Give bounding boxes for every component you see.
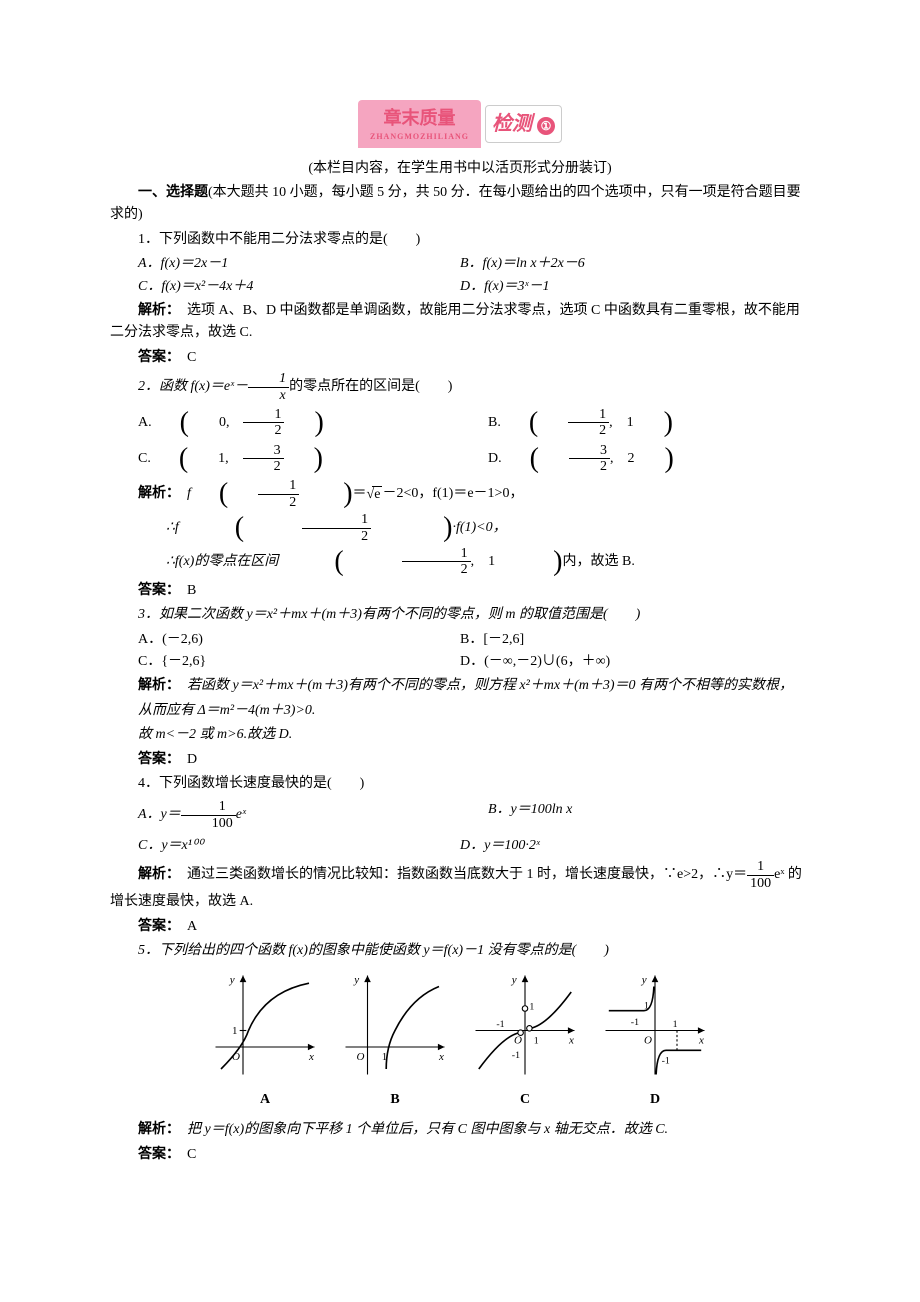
- q1-analysis-label: 解析：: [138, 303, 173, 318]
- section1-title: 一、选择题: [138, 185, 208, 200]
- chapter-banner: 章末质量 ZHANGMOZHILIANG 检测 ①: [110, 100, 810, 148]
- svg-text:1: 1: [644, 1001, 649, 1012]
- q3-options-row1: A．(－2,6) B．[－2,6]: [110, 629, 810, 651]
- q2-analysis-l3: ∴f(x)的零点在区间(12, 1)内，故选 B.: [110, 546, 810, 578]
- banner-number-icon: ①: [537, 117, 555, 135]
- q2-stem: 2．函数 f(x)＝eˣ－1x的零点所在的区间是( ): [110, 371, 810, 403]
- q5-graph-c: x y O 1 -1 1 -1 C: [470, 970, 580, 1111]
- svg-text:-1: -1: [662, 1056, 670, 1067]
- q1-opt-d: D．f(x)＝3ˣ－1: [460, 276, 810, 298]
- svg-text:1: 1: [232, 1025, 238, 1037]
- q2-options-row1: A.(0, 12) B.(12, 1): [110, 407, 810, 439]
- svg-text:O: O: [357, 1052, 365, 1064]
- q5-graphs: x y O 1 A x y O 1 B x y: [110, 970, 810, 1111]
- q5-label-b: B: [340, 1089, 450, 1111]
- q1-stem: 1．下列函数中不能用二分法求零点的是( ): [110, 229, 810, 251]
- q3-opt-c: C．{－2,6}: [110, 651, 460, 673]
- section1-header: 一、选择题(本大题共 10 小题，每小题 5 分，共 50 分．在每小题给出的四…: [110, 182, 810, 227]
- q4-opt-a: A．y＝1100eˣ: [110, 799, 460, 831]
- q2-answer: 答案： B: [110, 580, 810, 602]
- q3-analysis-l2: 从而应有 Δ＝m²－4(m＋3)>0.: [110, 700, 810, 722]
- svg-text:O: O: [644, 1035, 652, 1047]
- q1-analysis: 解析： 选项 A、B、D 中函数都是单调函数，故能用二分法求零点，选项 C 中函…: [110, 300, 810, 345]
- q2-opt-a: A.(0, 12): [110, 407, 460, 439]
- svg-text:y: y: [229, 975, 235, 987]
- q4-options-row2: C．y＝x¹⁰⁰ D．y＝100·2ˣ: [110, 835, 810, 857]
- svg-text:y: y: [511, 975, 517, 987]
- svg-text:x: x: [308, 1052, 314, 1064]
- section1-desc: (本大题共 10 小题，每小题 5 分，共 50 分．在每小题给出的四个选项中，…: [110, 185, 801, 222]
- banner-pinyin: ZHANGMOZHILIANG: [370, 131, 469, 144]
- q4-opt-d: D．y＝100·2ˣ: [460, 835, 810, 857]
- banner-main-text: 章末质量: [383, 108, 455, 128]
- q4-answer: 答案： A: [110, 916, 810, 938]
- svg-text:x: x: [438, 1052, 444, 1064]
- svg-text:-1: -1: [631, 1017, 639, 1028]
- q5-analysis: 解析： 把 y＝f(x)的图象向下平移 1 个单位后，只有 C 图中图象与 x …: [110, 1119, 810, 1141]
- q2-opt-b: B.(12, 1): [460, 407, 810, 439]
- svg-text:1: 1: [673, 1020, 678, 1031]
- q5-label-c: C: [470, 1089, 580, 1111]
- q1-options-row1: A．f(x)＝2x－1 B．f(x)＝ln x＋2x－6: [110, 253, 810, 275]
- banner-main-box: 章末质量 ZHANGMOZHILIANG: [358, 100, 481, 148]
- q3-options-row2: C．{－2,6} D．(－∞,－2)∪(6，＋∞): [110, 651, 810, 673]
- banner-right-text: 检测: [492, 113, 532, 135]
- svg-text:-1: -1: [512, 1050, 520, 1061]
- svg-text:O: O: [514, 1035, 522, 1047]
- q4-opt-c: C．y＝x¹⁰⁰: [110, 835, 460, 857]
- q1-analysis-text: 选项 A、B、D 中函数都是单调函数，故能用二分法求零点，选项 C 中函数具有二…: [110, 303, 800, 340]
- q5-answer: 答案： C: [110, 1144, 810, 1166]
- q4-stem: 4．下列函数增长速度最快的是( ): [110, 773, 810, 795]
- svg-text:1: 1: [382, 1052, 388, 1064]
- q2-opt-d: D.(32, 2): [460, 443, 810, 475]
- svg-text:y: y: [353, 975, 359, 987]
- q1-options-row2: C．f(x)＝x²－4x＋4 D．f(x)＝3ˣ－1: [110, 276, 810, 298]
- q2-analysis-l1: 解析： f(12 )＝e－2<0，f(1)＝e－1>0，: [110, 478, 810, 510]
- q4-options-row1: A．y＝1100eˣ B．y＝100ln x: [110, 799, 810, 831]
- q5-stem: 5．下列给出的四个函数 f(x)的图象中能使函数 y＝f(x)－1 没有零点的是…: [110, 940, 810, 962]
- q5-label-d: D: [600, 1089, 710, 1111]
- q3-opt-a: A．(－2,6): [110, 629, 460, 651]
- q2-analysis-l2: ∴f(12 )·f(1)<0，: [110, 512, 810, 544]
- q2-options-row2: C.(1, 32) D.(32, 2): [110, 443, 810, 475]
- intro-text: (本栏目内容，在学生用书中以活页形式分册装订): [110, 158, 810, 180]
- q3-analysis-l1: 解析： 若函数 y＝x²＋mx＋(m＋3)有两个不同的零点，则方程 x²＋mx＋…: [110, 675, 810, 697]
- svg-text:-1: -1: [496, 1020, 504, 1031]
- q3-answer: 答案： D: [110, 749, 810, 771]
- q1-opt-b: B．f(x)＝ln x＋2x－6: [460, 253, 810, 275]
- q3-analysis-l3: 故 m<－2 或 m>6.故选 D.: [110, 724, 810, 746]
- q2-opt-c: C.(1, 32): [110, 443, 460, 475]
- svg-text:y: y: [641, 975, 647, 987]
- q3-opt-b: B．[－2,6]: [460, 629, 810, 651]
- q1-answer-label: 答案：: [138, 350, 173, 365]
- q1-opt-c: C．f(x)＝x²－4x＋4: [110, 276, 460, 298]
- svg-text:x: x: [568, 1035, 574, 1047]
- q4-opt-b: B．y＝100ln x: [460, 799, 810, 831]
- q5-graph-d: x y O -1 1 1 -1 D: [600, 970, 710, 1111]
- svg-text:x: x: [698, 1035, 704, 1047]
- q1-answer-text: C: [187, 350, 196, 365]
- svg-text:1: 1: [529, 1002, 534, 1013]
- q3-stem: 3．如果二次函数 y＝x²＋mx＋(m＋3)有两个不同的零点，则 m 的取值范围…: [110, 604, 810, 626]
- q1-opt-a: A．f(x)＝2x－1: [110, 253, 460, 275]
- q5-graph-b: x y O 1 B: [340, 970, 450, 1111]
- q1-answer: 答案： C: [110, 347, 810, 369]
- q3-opt-d: D．(－∞,－2)∪(6，＋∞): [460, 651, 810, 673]
- banner-right-box: 检测 ①: [485, 105, 562, 143]
- q4-analysis: 解析： 通过三类函数增长的情况比较知：指数函数当底数大于 1 时，增长速度最快，…: [110, 859, 810, 913]
- q5-graph-a: x y O 1 A: [210, 970, 320, 1111]
- q5-label-a: A: [210, 1089, 320, 1111]
- svg-text:1: 1: [534, 1036, 539, 1047]
